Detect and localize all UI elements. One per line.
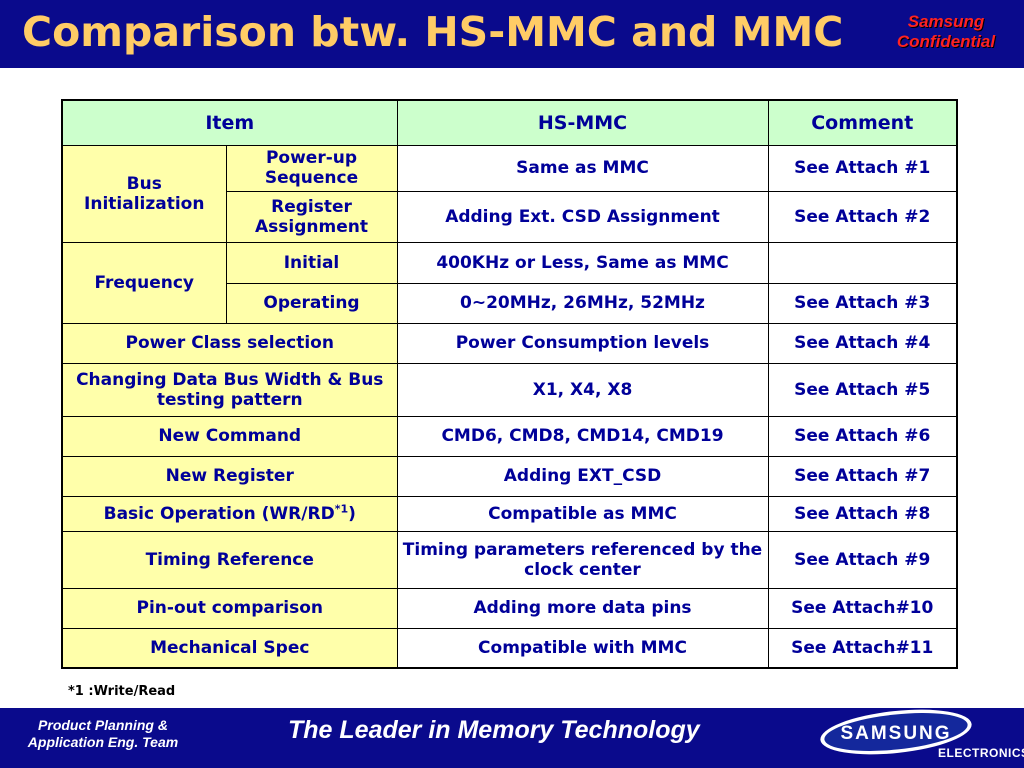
item-cell: Basic Operation (WR/RD*1) (61, 495, 398, 532)
item-cell: Timing Reference (61, 530, 398, 589)
sub-item-cell: Operating (225, 282, 398, 324)
item-cell: Pin-out comparison (61, 587, 398, 629)
hsmmc-cell: Compatible as MMC (396, 495, 769, 532)
table-row: Power Class selection Power Consumption … (61, 322, 958, 364)
comment-cell: See Attach #3 (767, 282, 958, 324)
comment-cell: See Attach #2 (767, 190, 958, 243)
item-cell: New Register (61, 455, 398, 497)
confidential-stamp: Samsung Confidential (886, 12, 1006, 52)
comment-cell: See Attach #9 (767, 530, 958, 589)
title-bar (0, 0, 1024, 68)
header-item: Item (61, 99, 398, 146)
table-row: Operating 0~20MHz, 26MHz, 52MHz See Atta… (62, 282, 958, 324)
item-cell: Power Class selection (61, 322, 398, 364)
table-row: New Command CMD6, CMD8, CMD14, CMD19 See… (61, 415, 958, 457)
group-cell: Frequency (61, 241, 227, 324)
logo-ellipse-inner (824, 713, 968, 751)
hsmmc-cell: Adding more data pins (396, 587, 769, 629)
table-row: Frequency Initial 400KHz or Less, Same a… (61, 241, 958, 324)
item-cell: Changing Data Bus Width & Bus testing pa… (61, 362, 398, 417)
table-row: Timing Reference Timing parameters refer… (61, 530, 958, 589)
confidential-line2: Confidential (896, 32, 996, 51)
comment-cell (767, 241, 958, 284)
hsmmc-cell: Adding Ext. CSD Assignment (396, 190, 769, 243)
item-text: Basic Operation (WR/RD (103, 503, 335, 524)
comment-cell: See Attach #5 (767, 362, 958, 417)
item-cell: Mechanical Spec (61, 627, 398, 669)
team-line1: Product Planning & (38, 717, 168, 733)
sub-item-cell: Register Assignment (225, 190, 398, 243)
logo-wordmark: SAMSUNG (840, 723, 951, 744)
table-row: Changing Data Bus Width & Bus testing pa… (61, 362, 958, 417)
table-row: Basic Operation (WR/RD*1) Compatible as … (61, 495, 958, 532)
comment-cell: See Attach#11 (767, 627, 958, 669)
team-line2: Application Eng. Team (27, 734, 179, 750)
hsmmc-cell: X1, X4, X8 (396, 362, 769, 417)
hsmmc-cell: 400KHz or Less, Same as MMC (396, 241, 769, 284)
hsmmc-cell: Power Consumption levels (396, 322, 769, 364)
comment-cell: See Attach #1 (767, 144, 958, 192)
comment-cell: See Attach #4 (767, 322, 958, 364)
sub-item-cell: Initial (225, 241, 398, 284)
comment-cell: See Attach#10 (767, 587, 958, 629)
item-text-end: ) (348, 503, 356, 524)
table-row: Pin-out comparison Adding more data pins… (61, 587, 958, 629)
item-cell: New Command (61, 415, 398, 457)
hsmmc-cell: Timing parameters referenced by the cloc… (396, 530, 769, 589)
footer-tagline: The Leader in Memory Technology (288, 716, 700, 744)
sub-item-cell: Power-up Sequence (225, 144, 398, 192)
comment-cell: See Attach #7 (767, 455, 958, 497)
comment-cell: See Attach #8 (767, 495, 958, 532)
footnote: *1 :Write/Read (68, 684, 176, 699)
slide-title: Comparison btw. HS-MMC and MMC (22, 8, 844, 56)
hsmmc-cell: 0~20MHz, 26MHz, 52MHz (396, 282, 769, 324)
table-row: New Register Adding EXT_CSD See Attach #… (61, 455, 958, 497)
comment-cell: See Attach #6 (767, 415, 958, 457)
header-row: Item HS-MMC Comment (61, 99, 958, 146)
hsmmc-cell: Adding EXT_CSD (396, 455, 769, 497)
footnote-marker: *1 (334, 501, 349, 515)
hsmmc-cell: CMD6, CMD8, CMD14, CMD19 (396, 415, 769, 457)
table-row: Bus Initialization Power-up Sequence Sam… (61, 144, 958, 243)
logo-subtitle: ELECTRONICS (938, 746, 1024, 760)
header-comment: Comment (767, 99, 958, 146)
samsung-logo: SAMSUNG (820, 709, 972, 755)
confidential-line1: Samsung (907, 12, 985, 31)
group-cell: Bus Initialization (61, 144, 227, 243)
team-name: Product Planning & Application Eng. Team (8, 717, 198, 751)
header-hsmmc: HS-MMC (396, 99, 769, 146)
comparison-table: Item HS-MMC Comment Bus Initialization P… (61, 99, 958, 669)
table-row: Mechanical Spec Compatible with MMC See … (61, 627, 958, 669)
hsmmc-cell: Compatible with MMC (396, 627, 769, 669)
hsmmc-cell: Same as MMC (396, 144, 769, 192)
table-row: Register Assignment Adding Ext. CSD Assi… (62, 190, 958, 243)
